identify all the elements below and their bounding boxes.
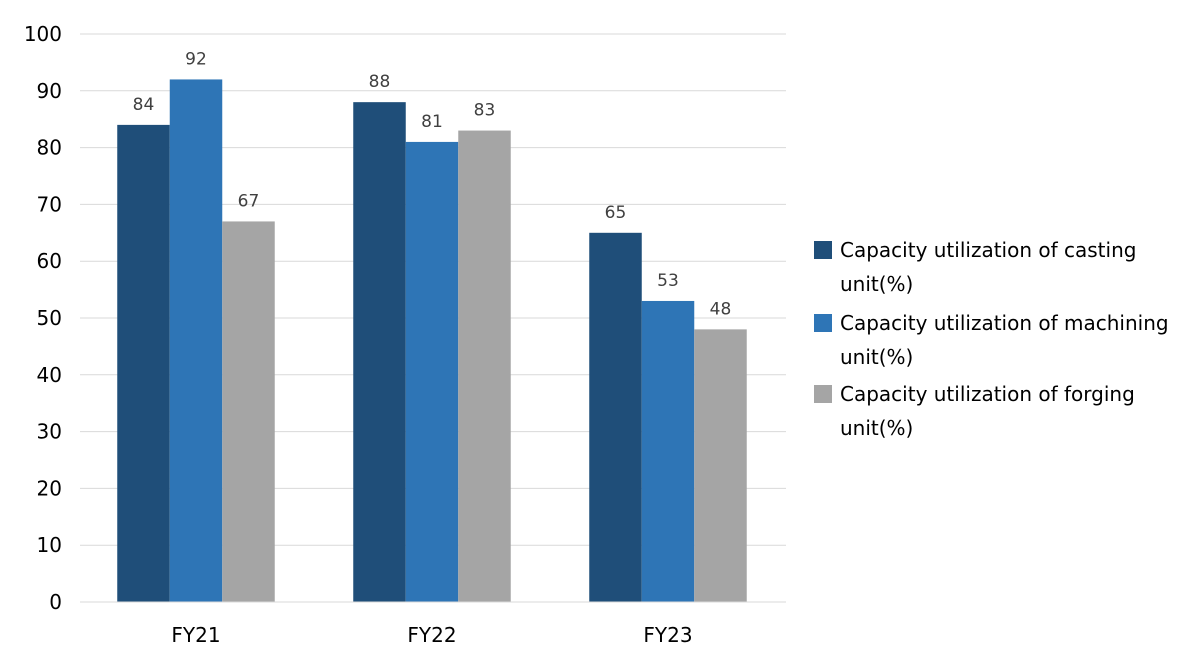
y-tick-label-20: 20 [37, 476, 62, 500]
data-label-fy23-series-2: 53 [657, 271, 679, 291]
y-tick-label-30: 30 [37, 420, 62, 444]
bar-fy22-series-1 [353, 102, 406, 602]
data-label-fy23-series-3: 48 [710, 299, 732, 319]
legend-swatch-3 [814, 385, 832, 403]
x-tick-label-fy23: FY23 [643, 623, 692, 647]
legend-entry-3-line-1: Capacity utilization of forging [840, 382, 1135, 406]
bar-fy23-series-1 [589, 232, 642, 603]
y-tick-label-0: 0 [49, 590, 62, 614]
x-tick-label-fy22: FY22 [407, 623, 456, 647]
bar-fy21-series-1 [117, 124, 170, 602]
y-tick-label-90: 90 [37, 79, 62, 103]
legend-entry-3: Capacity utilization of forging unit(%) [840, 382, 1135, 440]
x-tick-label-fy21: FY21 [171, 623, 220, 647]
legend-entry-1: Capacity utilization of casting unit(%) [840, 238, 1136, 296]
y-tick-label-10: 10 [37, 533, 62, 557]
bar-fy22-series-3 [458, 130, 511, 602]
data-label-fy22-series-1: 88 [369, 72, 391, 92]
legend-entry-2-line-2: unit(%) [840, 345, 913, 369]
data-label-fy21-series-3: 67 [238, 191, 260, 211]
y-tick-label-70: 70 [37, 192, 62, 216]
y-tick-label-80: 80 [37, 136, 62, 160]
data-label-fy22-series-2: 81 [421, 112, 443, 132]
y-axis: 0 10 20 30 40 50 60 70 80 90 100 [24, 22, 62, 614]
bars [117, 79, 747, 603]
x-axis: FY21 FY22 FY23 [80, 601, 786, 647]
legend-entry-2-line-1: Capacity utilization of machining [840, 311, 1169, 335]
bar-fy22-series-2 [405, 141, 459, 603]
bar-fy23-series-3 [694, 329, 747, 602]
data-labels: 84 88 65 92 81 53 67 83 48 [133, 49, 732, 319]
data-label-fy23-series-1: 65 [605, 203, 627, 223]
legend-entry-1-line-1: Capacity utilization of casting [840, 238, 1136, 262]
legend: Capacity utilization of casting unit(%)Ca… [814, 238, 1169, 440]
legend-entry-2: Capacity utilization of machining unit(%) [840, 311, 1169, 369]
legend-entry-1-line-2: unit(%) [840, 272, 913, 296]
bar-fy23-series-2 [641, 300, 695, 602]
bar-fy21-series-2 [169, 79, 223, 602]
data-label-fy21-series-1: 84 [133, 95, 155, 115]
y-tick-label-40: 40 [37, 363, 62, 387]
data-label-fy22-series-3: 83 [474, 101, 496, 121]
y-tick-label-60: 60 [37, 249, 62, 273]
legend-swatch-1 [814, 241, 832, 259]
y-tick-label-50: 50 [37, 306, 62, 330]
legend-entry-3-line-2: unit(%) [840, 416, 913, 440]
bar-fy21-series-3 [222, 221, 275, 602]
legend-swatch-2 [814, 314, 832, 332]
y-tick-label-100: 100 [24, 22, 62, 46]
data-label-fy21-series-2: 92 [185, 49, 207, 69]
